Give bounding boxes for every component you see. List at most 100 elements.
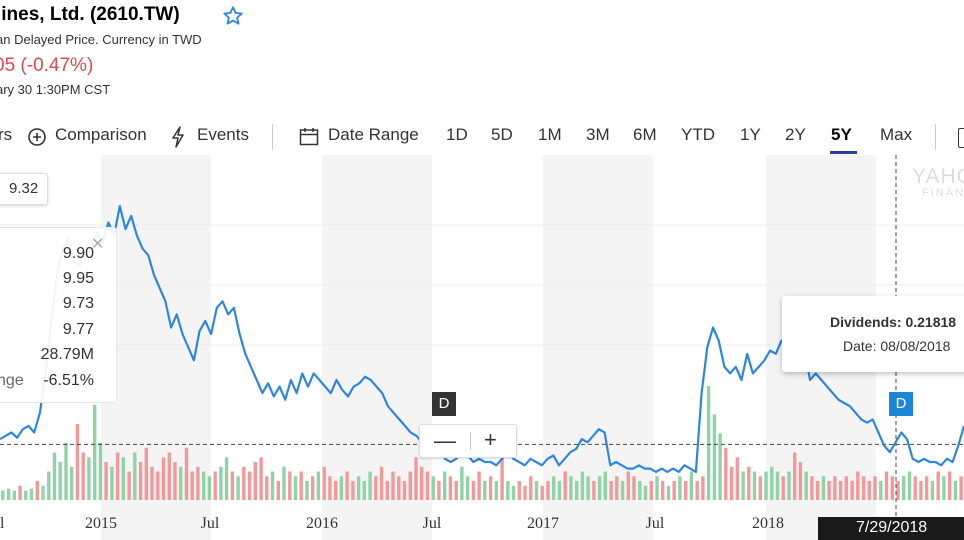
- volume-bar: [179, 466, 183, 501]
- volume-bar: [219, 466, 223, 501]
- indicators-button[interactable]: rs: [0, 125, 13, 144]
- volume-bar: [913, 476, 917, 501]
- volume-bar: [747, 466, 751, 501]
- volume-bar: [959, 476, 963, 501]
- range-1d[interactable]: 1D: [446, 125, 468, 144]
- volume-bar: [362, 481, 366, 500]
- volume-bar: [856, 471, 860, 500]
- toolbar-divider: [935, 124, 936, 150]
- volume-bar: [328, 476, 332, 501]
- volume-bar: [569, 476, 573, 501]
- close-icon[interactable]: ✕: [91, 236, 105, 253]
- dividend-marker-active[interactable]: D: [889, 392, 913, 416]
- range-5d[interactable]: 5D: [491, 125, 513, 144]
- volume-bar: [661, 481, 665, 500]
- volume-bar: [557, 481, 562, 500]
- volume-bar: [506, 481, 510, 500]
- volume-bar: [632, 476, 636, 501]
- volume-bar: [741, 471, 745, 500]
- range-6m[interactable]: 6M: [633, 125, 657, 144]
- volume-bar: [488, 476, 493, 501]
- volume-bar: [942, 476, 946, 501]
- volume-bar: [150, 466, 154, 501]
- volume-bar: [202, 471, 206, 500]
- zoom-out-button[interactable]: —: [434, 428, 456, 453]
- volume-bar: [902, 476, 906, 501]
- range-max[interactable]: Max: [880, 125, 913, 144]
- volume-bar: [230, 471, 235, 500]
- volume-bar: [706, 386, 711, 500]
- volume-bar: [52, 452, 57, 500]
- x-tick-label: 2018: [752, 515, 784, 532]
- volume-bar: [6, 488, 11, 500]
- volume-bar: [529, 476, 533, 501]
- volume-bar: [437, 481, 441, 500]
- volume-bar: [224, 457, 229, 501]
- x-tick-label: 2015: [85, 515, 117, 532]
- volume-bar: [586, 476, 590, 501]
- volume-bar: [798, 462, 803, 500]
- volume-bar: [465, 476, 470, 501]
- range-5y[interactable]: 5Y: [831, 125, 852, 144]
- lightning-icon: [172, 126, 184, 148]
- zoom-in-button[interactable]: +: [484, 427, 497, 452]
- range-3m[interactable]: 3M: [586, 125, 610, 144]
- volume-bar: [213, 471, 217, 500]
- current-price-label: 9.32: [0, 173, 48, 205]
- x-tick-label: l: [0, 515, 5, 532]
- volume-bar: [35, 481, 39, 500]
- volume-bar: [12, 490, 16, 500]
- volume-bar: [701, 476, 705, 501]
- volume-bar: [58, 462, 62, 500]
- hover-date-label: 7/29/2018: [818, 517, 964, 540]
- volume-bar: [334, 481, 338, 500]
- date-range-button[interactable]: Date Range: [328, 125, 419, 144]
- volume-bar: [339, 476, 344, 501]
- volume-bar: [311, 476, 315, 501]
- range-1y[interactable]: 1Y: [740, 125, 761, 144]
- comparison-button[interactable]: Comparison: [55, 125, 147, 144]
- events-button[interactable]: Events: [197, 125, 249, 144]
- volume-bar: [500, 438, 504, 501]
- volume-bar: [402, 481, 407, 500]
- range-1m[interactable]: 1M: [538, 125, 562, 144]
- volume-bar: [276, 481, 280, 500]
- volume-bar: [293, 476, 298, 501]
- volume-bar: [534, 481, 539, 500]
- tooltip-close: 9.77: [62, 321, 94, 338]
- volume-bar: [236, 476, 240, 501]
- tooltip-change-label: nge: [0, 372, 24, 389]
- volume-bar: [494, 481, 498, 500]
- dividend-marker[interactable]: D: [432, 392, 456, 416]
- volume-bar: [316, 471, 321, 500]
- volume-bar: [374, 476, 378, 501]
- range-ytd[interactable]: YTD: [681, 125, 715, 144]
- volume-bar: [787, 471, 791, 500]
- volume-bar: [454, 481, 458, 500]
- volume-bar: [850, 481, 854, 500]
- tooltip-volume: 28.79M: [40, 346, 94, 363]
- x-tick-label: Jul: [646, 515, 665, 532]
- volume-bar: [104, 462, 108, 500]
- tooltip-change: -6.51%: [43, 372, 94, 389]
- volume-bar: [879, 481, 883, 500]
- volume-bar: [75, 424, 80, 500]
- volume-bar: [643, 485, 648, 501]
- star-icon[interactable]: [222, 5, 244, 27]
- volume-bar: [270, 471, 275, 500]
- chart-toolbar: rs Comparison Events Date Range 1D 5D 1M…: [0, 118, 964, 154]
- range-2y[interactable]: 2Y: [785, 125, 806, 144]
- volume-bar: [867, 481, 871, 500]
- zoom-control: — +: [419, 424, 517, 458]
- volume-bar: [540, 485, 544, 501]
- volume-bar: [420, 466, 424, 501]
- x-tick-label: Jul: [201, 515, 220, 532]
- volume-bar: [770, 466, 774, 501]
- zoom-divider: [470, 432, 471, 450]
- settings-icon[interactable]: [958, 128, 964, 148]
- volume-bar: [947, 471, 952, 500]
- volume-bar: [793, 452, 797, 500]
- volume-bar: [523, 485, 527, 501]
- volume-bar: [517, 481, 521, 500]
- volume-bar: [397, 476, 401, 501]
